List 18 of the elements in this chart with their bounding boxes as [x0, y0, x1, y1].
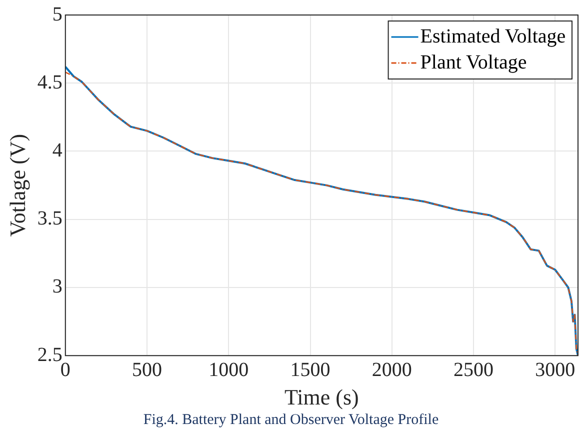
x-axis-title: Time (s) [284, 384, 359, 410]
x-tick-label: 1000 [208, 358, 249, 381]
y-tick-label: 4 [52, 139, 62, 162]
y-tick-label: 3 [52, 276, 62, 298]
x-tick-label: 2500 [454, 358, 494, 381]
legend-label: Estimated Voltage [420, 25, 566, 48]
caption: Fig.4. Battery Plant and Observer Voltage Profile [142, 412, 440, 429]
y-tick-label: 5 [52, 3, 62, 26]
y-tick-label: 4.5 [37, 71, 62, 94]
x-tick-label: 3000 [535, 358, 576, 381]
y-axis-title: Votlage (V) [4, 134, 30, 237]
legend-label: Plant Voltage [420, 51, 527, 74]
y-tick-label: 3.5 [37, 208, 62, 230]
x-tick-label: 0 [60, 358, 70, 381]
x-tick-label: 2000 [372, 358, 412, 381]
y-tick-label: 2.5 [37, 344, 62, 366]
x-tick-label: 1500 [290, 358, 330, 381]
x-tick-label: 500 [132, 358, 162, 381]
